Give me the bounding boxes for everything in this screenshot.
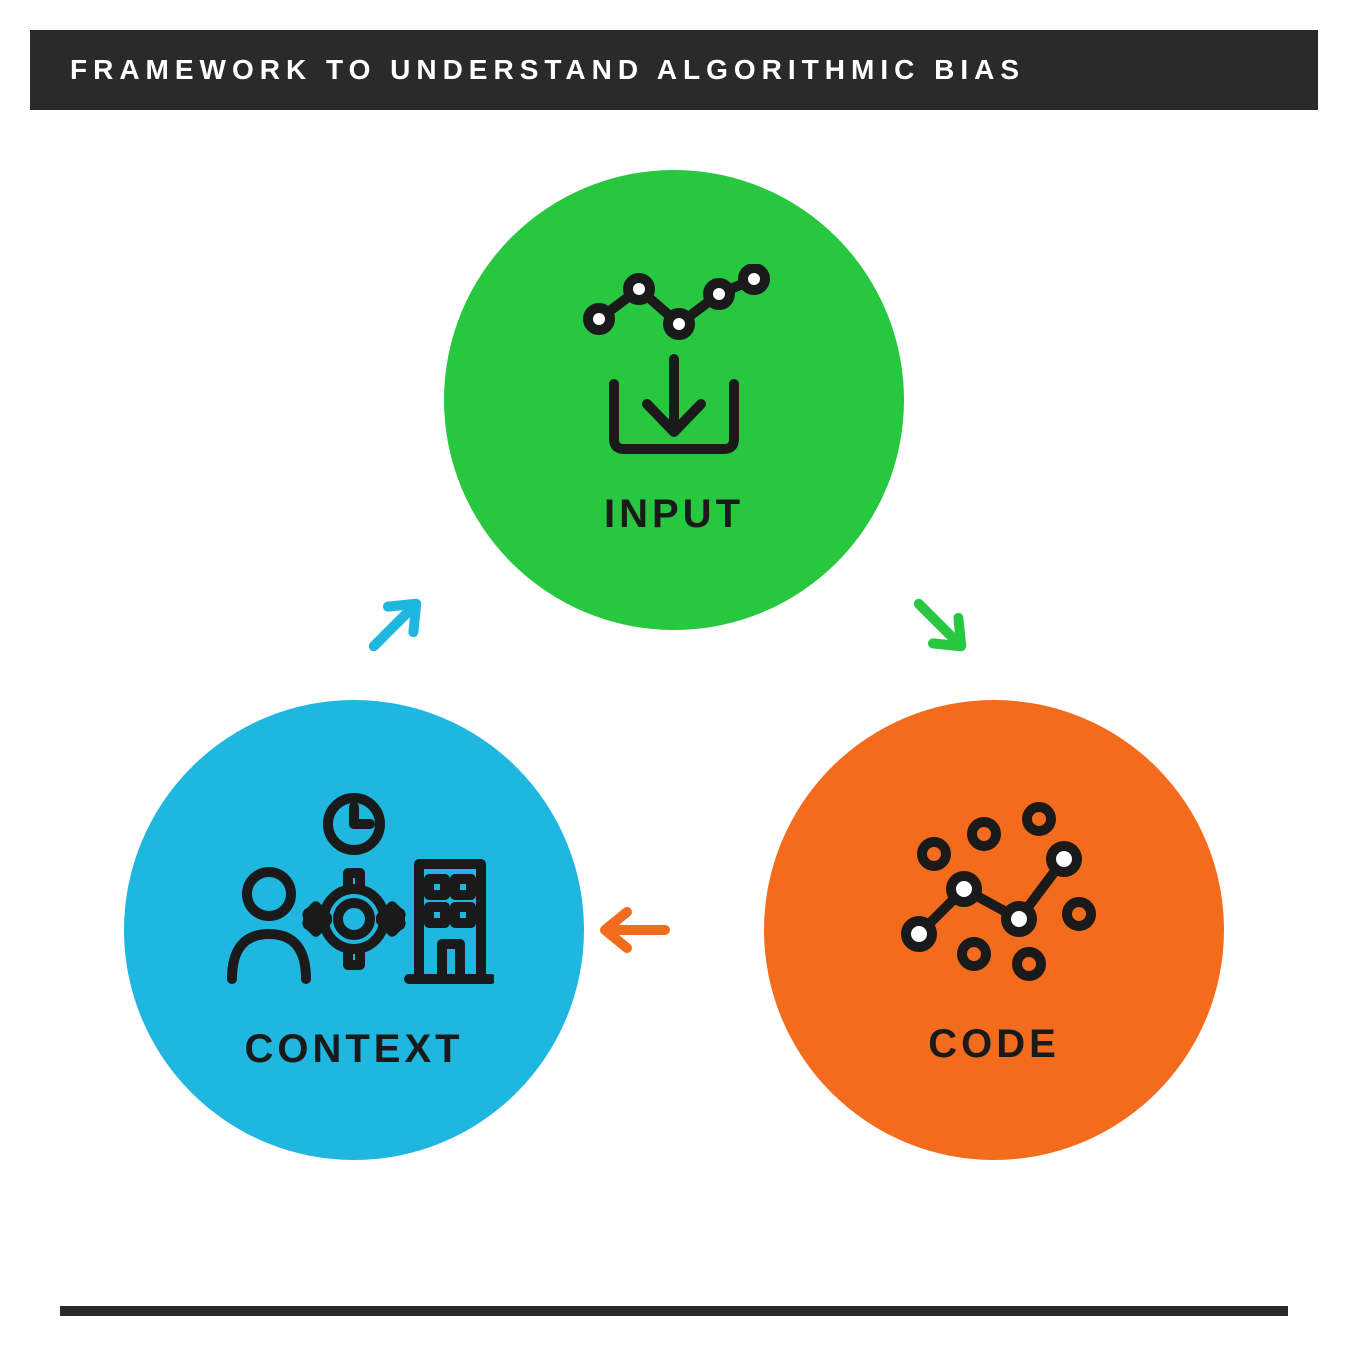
input-icon xyxy=(569,264,779,464)
arrow-context-to-input xyxy=(335,565,455,685)
header-bar: FRAMEWORK TO UNDERSTAND ALGORITHMIC BIAS xyxy=(30,30,1318,110)
arrow-code-to-context xyxy=(575,870,695,990)
node-context: CONTEXT xyxy=(124,700,584,1160)
page-title: FRAMEWORK TO UNDERSTAND ALGORITHMIC BIAS xyxy=(70,54,1025,86)
node-input: INPUT xyxy=(444,170,904,630)
arrow-input-to-code xyxy=(880,565,1000,685)
bottom-rule xyxy=(60,1306,1288,1316)
node-code: CODE xyxy=(764,700,1224,1160)
node-code-label: CODE xyxy=(928,1022,1060,1067)
node-input-label: INPUT xyxy=(604,492,744,537)
code-icon xyxy=(879,794,1109,994)
node-context-label: CONTEXT xyxy=(244,1027,463,1072)
context-icon xyxy=(214,789,494,999)
